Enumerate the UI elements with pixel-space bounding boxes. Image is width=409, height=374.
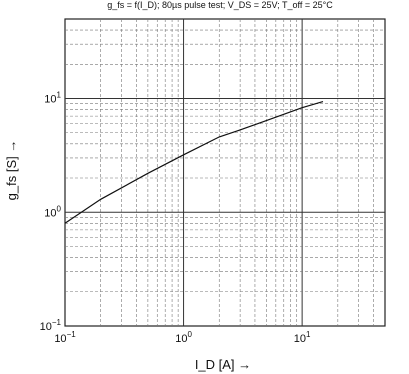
y-tick-label: 10−1 <box>40 318 62 333</box>
grid-lines <box>65 19 385 326</box>
x-tick-label: 10−1 <box>54 330 76 345</box>
y-tick-label: 101 <box>44 91 61 106</box>
y-tick-label: 100 <box>44 204 61 219</box>
y-axis-label: g_fs [S] → <box>4 140 19 201</box>
x-tick-label: 101 <box>294 330 311 345</box>
tick-labels: 10−1 100 101 10−1 100 101 <box>40 91 311 345</box>
series-line <box>64 101 324 224</box>
plot-frame <box>64 18 386 327</box>
x-axis-label: I_D [A] → <box>195 357 251 372</box>
x-tick-label: 100 <box>175 330 192 345</box>
chart-title: g_fs = f(I_D); 80µs pulse test; V_DS = 2… <box>107 0 333 10</box>
